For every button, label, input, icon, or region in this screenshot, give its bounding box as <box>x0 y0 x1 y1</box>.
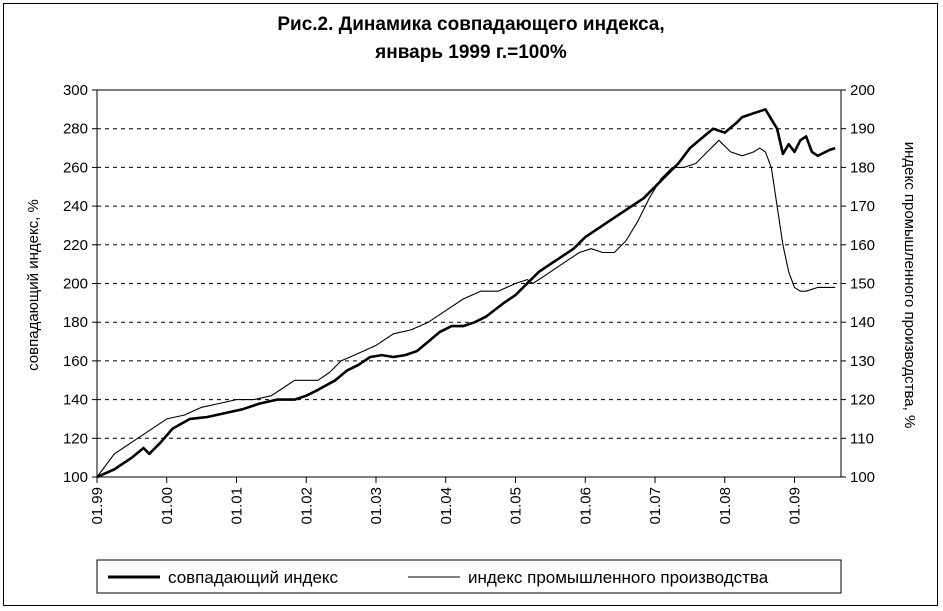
right-tick-label-8: 180 <box>850 159 875 176</box>
series-lines <box>96 108 836 479</box>
chart-title: Рис.2. Динамика совпадающего индекса, <box>277 14 664 35</box>
chart-subtitle: январь 1999 г.=100% <box>374 42 567 63</box>
x-tick-label-1: 01.00 <box>159 487 176 525</box>
grid-lines <box>97 128 841 439</box>
left-axis-ticks: 100 120 140 160 180 200 220 240 260 280 300 <box>63 82 97 486</box>
series-line-0 <box>96 108 836 479</box>
x-tick-label-9: 01.08 <box>717 487 734 525</box>
legend-label-coincident: совпадающий индекс <box>168 568 339 587</box>
x-tick-label-0: 01.99 <box>89 487 106 525</box>
x-tick-label-5: 01.04 <box>438 487 455 525</box>
chart-frame <box>3 3 938 606</box>
right-tick-label-7: 170 <box>850 198 875 215</box>
x-tick-label-4: 01.03 <box>368 487 385 525</box>
x-tick-label-8: 01.07 <box>647 487 664 525</box>
left-tick-label-4: 180 <box>63 314 88 331</box>
right-tick-label-1: 110 <box>850 430 874 447</box>
left-tick-label-6: 220 <box>63 237 88 254</box>
legend-label-industrial: индекс промышленного производства <box>468 568 769 587</box>
right-tick-label-4: 140 <box>850 314 875 331</box>
x-tick-label-10: 01.09 <box>787 487 804 525</box>
left-tick-label-1: 120 <box>63 430 88 447</box>
right-tick-label-0: 100 <box>850 469 875 486</box>
left-tick-label-9: 280 <box>63 121 88 138</box>
left-tick-label-7: 240 <box>63 198 88 215</box>
x-tick-label-3: 01.02 <box>298 487 315 525</box>
legend: совпадающий индекс индекс промышленного … <box>96 559 842 594</box>
right-tick-label-5: 150 <box>850 276 875 293</box>
right-tick-label-3: 130 <box>850 353 875 370</box>
right-axis-label: индекс промышленного производства, % <box>901 142 918 429</box>
x-tick-label-6: 01.05 <box>508 487 525 525</box>
right-tick-label-2: 120 <box>850 392 875 409</box>
left-axis-label: совпадающий индекс, % <box>25 199 42 371</box>
x-tick-label-2: 01.01 <box>229 487 246 525</box>
x-tick-label-7: 01.06 <box>577 487 594 525</box>
right-tick-label-10: 200 <box>850 82 875 99</box>
right-tick-label-6: 160 <box>850 237 875 254</box>
right-axis-ticks: 100 110 120 130 140 150 160 170 180 190 200 <box>841 82 875 486</box>
left-tick-label-3: 160 <box>63 353 88 370</box>
left-tick-label-8: 260 <box>63 159 88 176</box>
left-tick-label-10: 300 <box>63 82 88 99</box>
left-tick-label-0: 100 <box>63 469 88 486</box>
legend-box <box>96 559 842 594</box>
left-tick-label-5: 200 <box>63 276 88 293</box>
x-axis-ticks: 01.99 01.00 01.01 01.02 01.03 01.04 01.05 01.06… <box>89 477 804 525</box>
series-line-1 <box>96 139 836 478</box>
left-tick-label-2: 140 <box>63 392 88 409</box>
right-tick-label-9: 190 <box>850 121 875 138</box>
